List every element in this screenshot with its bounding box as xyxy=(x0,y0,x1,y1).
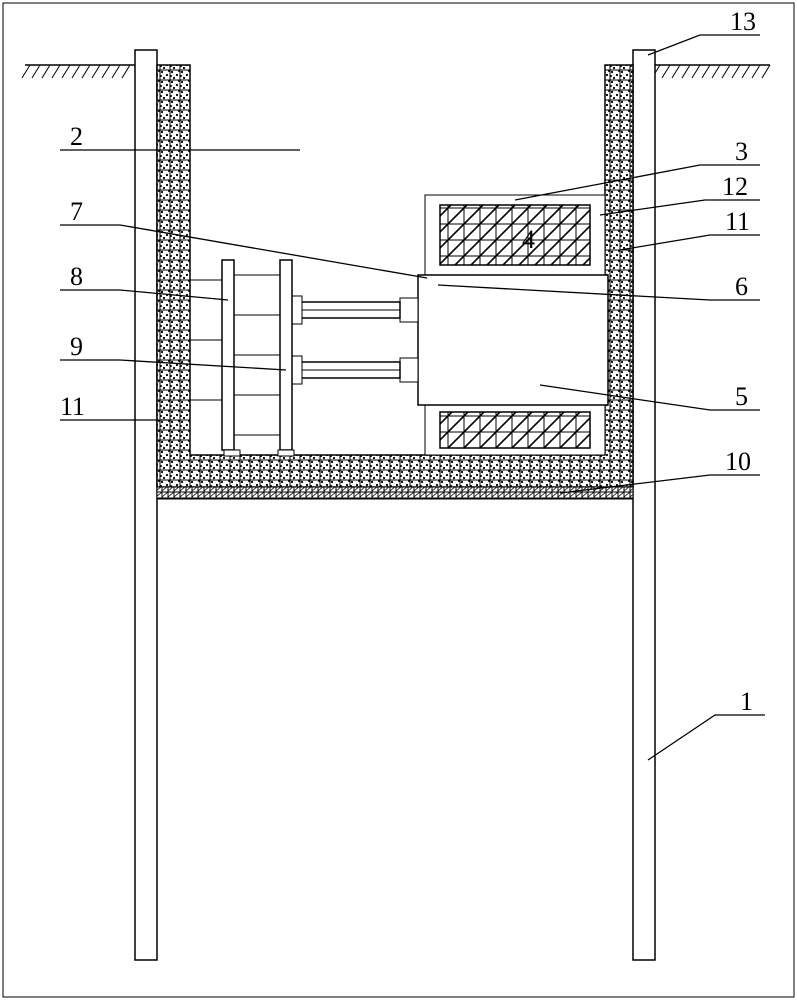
pile-left xyxy=(135,50,157,960)
label-5: 5 xyxy=(735,382,748,411)
label-6: 6 xyxy=(735,272,748,301)
label-7: 7 xyxy=(70,197,83,226)
callout-1: 1 xyxy=(648,687,765,760)
label-11b: 11 xyxy=(60,392,85,421)
reaction-frame xyxy=(190,260,294,456)
label-3: 3 xyxy=(735,137,748,166)
label-10: 10 xyxy=(725,447,751,476)
callout-7: 7 xyxy=(60,197,427,278)
label-8: 8 xyxy=(70,262,83,291)
pile-right xyxy=(633,50,655,960)
engineering-diagram: 4 xyxy=(0,0,797,1000)
label-12: 12 xyxy=(722,172,748,201)
label-9: 9 xyxy=(70,332,83,361)
label-1: 1 xyxy=(740,687,753,716)
callout-13: 13 xyxy=(648,7,760,55)
ground-surface xyxy=(22,65,770,78)
machine-collar xyxy=(400,298,418,382)
label-11a: 11 xyxy=(725,207,750,236)
machine-body xyxy=(418,275,608,405)
shafts xyxy=(292,296,400,384)
page-frame xyxy=(3,3,794,997)
label-2: 2 xyxy=(70,122,83,151)
label-on-block-4: 4 xyxy=(522,225,535,254)
label-13: 13 xyxy=(730,7,756,36)
